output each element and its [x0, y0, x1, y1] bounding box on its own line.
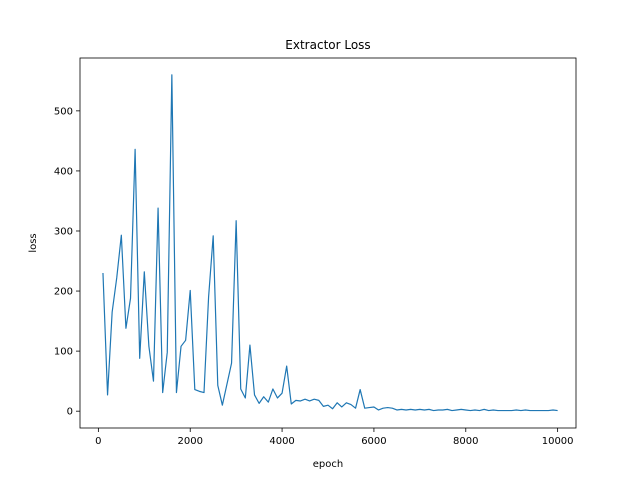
x-tick-label: 0 [95, 436, 101, 447]
x-tick-label: 4000 [269, 436, 294, 447]
plot-frame [79, 57, 577, 429]
y-tick-label: 300 [54, 226, 73, 237]
y-tick-label: 400 [54, 166, 73, 177]
axis-ticks: 0 2000 4000 6000 8000 10000 0 100 200 300 400 500 [54, 106, 574, 447]
y-tick-label: 200 [54, 287, 73, 298]
chart-title: Extractor Loss [285, 38, 370, 52]
x-tick-label: 6000 [361, 436, 386, 447]
y-tick-label: 500 [54, 106, 73, 117]
x-axis-label: epoch [313, 459, 343, 470]
y-axis-label: loss [28, 233, 39, 252]
x-tick-label: 2000 [177, 436, 202, 447]
y-tick-label: 100 [54, 347, 73, 358]
x-tick-label: 8000 [453, 436, 478, 447]
series-line-loss [102, 74, 558, 412]
y-tick-label: 0 [67, 407, 73, 418]
x-tick-label: 10000 [542, 436, 574, 447]
